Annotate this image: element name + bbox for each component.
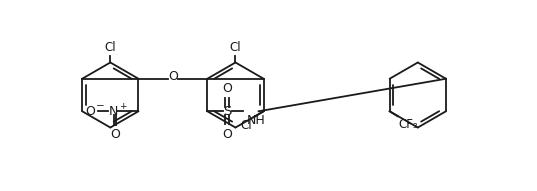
Text: O: O	[110, 128, 120, 141]
Text: Cl: Cl	[240, 119, 252, 132]
Text: +: +	[119, 102, 126, 111]
Text: S: S	[223, 105, 231, 118]
Text: CF₃: CF₃	[398, 118, 418, 131]
Text: −: −	[96, 101, 105, 111]
Text: O: O	[222, 128, 232, 141]
Text: NH: NH	[246, 114, 265, 127]
Text: O: O	[168, 70, 178, 83]
Text: O: O	[222, 82, 232, 95]
Text: O: O	[85, 105, 95, 118]
Text: N: N	[109, 105, 119, 118]
Text: Cl: Cl	[105, 41, 116, 54]
Text: Cl: Cl	[230, 41, 241, 54]
